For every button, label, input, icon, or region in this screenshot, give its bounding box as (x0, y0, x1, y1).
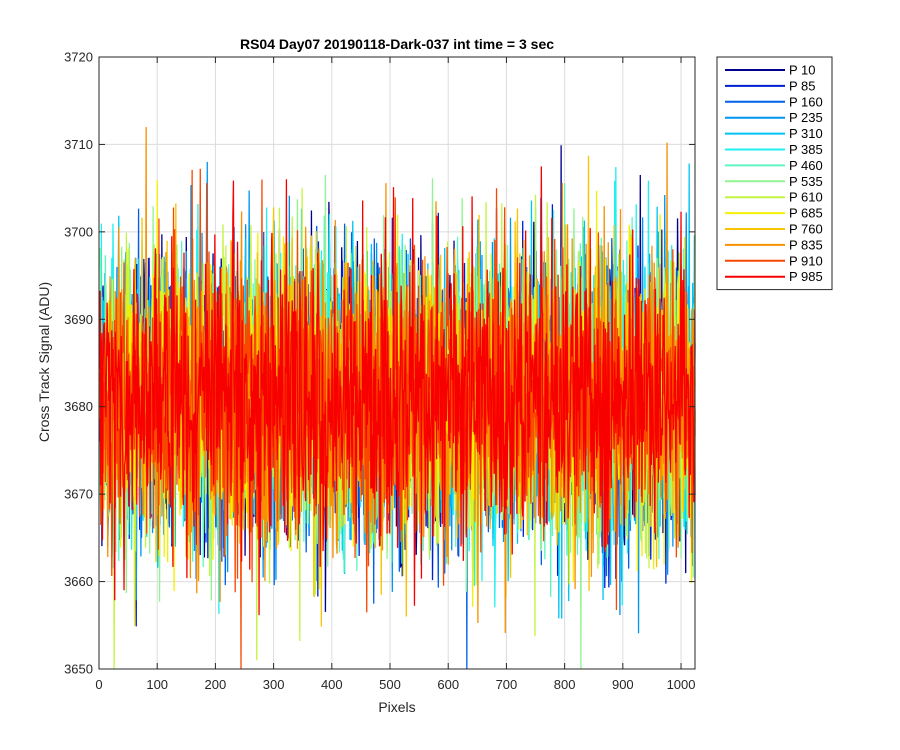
x-tick-label: 1000 (667, 677, 696, 692)
y-tick-label: 3710 (64, 137, 93, 152)
x-tick-label: 100 (146, 677, 168, 692)
legend-label: P 985 (789, 269, 823, 284)
axes-box (98, 56, 696, 670)
y-tick-label: 3650 (64, 662, 93, 677)
legend-item: P 760 (725, 222, 823, 237)
legend-label: P 835 (789, 237, 823, 252)
y-tick-label: 3660 (64, 574, 93, 589)
x-tick-label: 800 (554, 677, 576, 692)
x-axis-ticks: 0 100 200 300 400 500 600 700 800 900 1000 (95, 57, 695, 692)
legend-item: P 535 (725, 174, 823, 189)
x-tick-label: 600 (437, 677, 459, 692)
legend-label: P 460 (789, 158, 823, 173)
legend-label: P 85 (789, 78, 816, 93)
legend-item: P 10 (725, 63, 816, 78)
legend-item: P 985 (725, 269, 823, 284)
legend-label: P 235 (789, 110, 823, 125)
y-tick-label: 3700 (64, 224, 93, 239)
series-lines (98, 126, 696, 670)
legend-label: P 610 (789, 190, 823, 205)
legend-box (716, 56, 833, 291)
x-tick-label: 0 (95, 677, 102, 692)
legend-item: P 235 (725, 110, 823, 125)
x-tick-label: 300 (263, 677, 285, 692)
x-tick-label: 200 (205, 677, 227, 692)
legend-label: P 10 (789, 63, 816, 78)
y-tick-label: 3680 (64, 399, 93, 414)
legend-item: P 685 (725, 206, 823, 221)
legend-item: P 460 (725, 158, 823, 173)
plot-area: 0 100 200 300 400 500 600 700 800 900 1000 3650 366… (64, 50, 696, 692)
legend-label: P 310 (789, 126, 823, 141)
y-tick-label: 3720 (64, 50, 93, 65)
x-axis-label: Pixels (378, 699, 415, 715)
legend-item: P 160 (725, 94, 823, 109)
x-tick-label: 700 (496, 677, 518, 692)
y-axis-label: Cross Track Signal (ADU) (36, 282, 52, 442)
y-tick-label: 3670 (64, 487, 93, 502)
x-tick-label: 400 (321, 677, 343, 692)
legend-label: P 160 (789, 94, 823, 109)
chart-title: RS04 Day07 20190118-Dark-037 int time = … (240, 36, 554, 52)
legend-label: P 685 (789, 206, 823, 221)
series-line-14 (98, 166, 696, 616)
legend-label: P 910 (789, 253, 823, 268)
legend-item: P 610 (725, 190, 823, 205)
legend-label: P 760 (789, 222, 823, 237)
y-tick-label: 3690 (64, 312, 93, 327)
legend-label: P 385 (789, 142, 823, 157)
x-tick-label: 900 (612, 677, 634, 692)
legend-item: P 910 (725, 253, 823, 268)
y-axis-ticks: 3650 3660 3670 3680 3690 3700 3710 3720 (64, 50, 695, 677)
legend-item: P 310 (725, 126, 823, 141)
legend-label: P 535 (789, 174, 823, 189)
legend-item: P 835 (725, 237, 823, 252)
legend-item: P 85 (725, 78, 816, 93)
x-tick-label: 500 (379, 677, 401, 692)
legend-item: P 385 (725, 142, 823, 157)
